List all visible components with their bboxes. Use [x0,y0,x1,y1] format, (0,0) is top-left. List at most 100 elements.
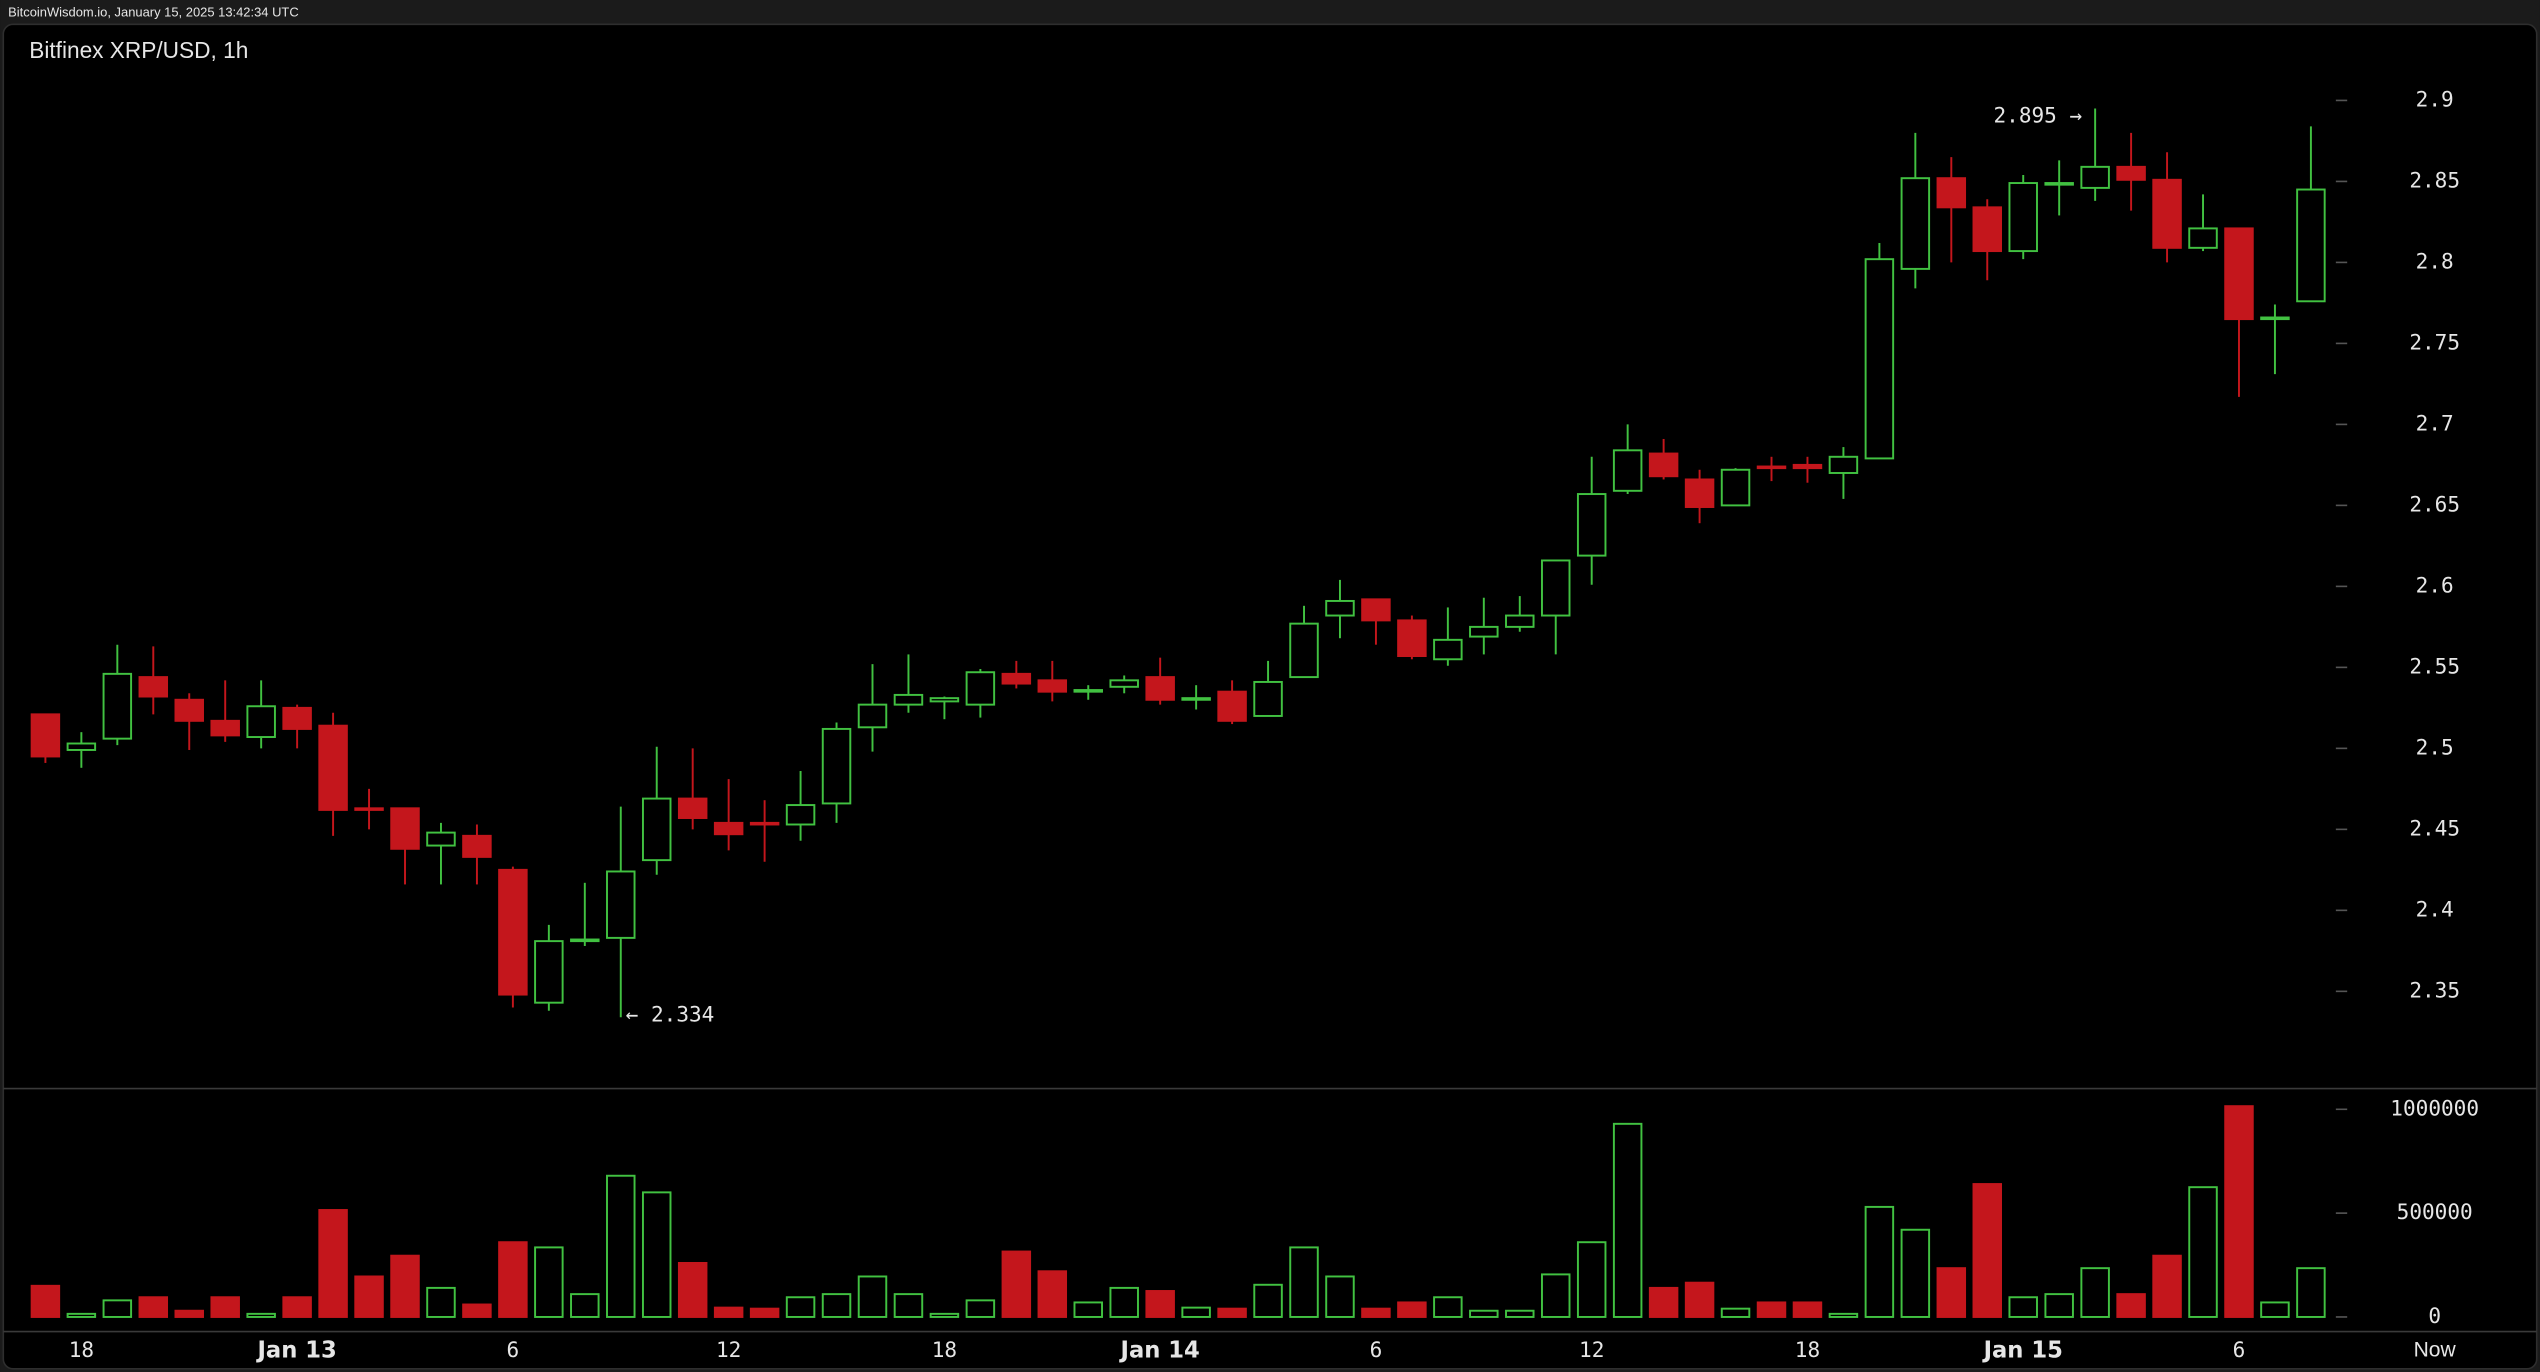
x-tick-label: 6 [507,1337,520,1362]
candle-body [1181,697,1211,701]
candle-body [66,742,97,751]
volume-bar [246,1312,276,1318]
volume-bar [1648,1286,1679,1318]
volume-bar [1540,1273,1571,1318]
candle-body [1037,679,1068,693]
volume-bar [1145,1290,1175,1318]
candle-body [606,870,636,939]
volume-bar [2188,1186,2218,1318]
candle-body [1540,559,1571,617]
y-tick-label: 2.6 [2416,572,2454,597]
candle-body [857,703,888,729]
volume-bar [318,1209,348,1318]
candle-body [641,797,672,862]
candle-body [1289,622,1319,679]
y-tick-label: 2.85 [2409,167,2460,192]
candle-body [965,671,996,706]
volume-bar [929,1312,960,1318]
candle-body [390,807,420,850]
volume-bar [462,1303,492,1318]
volume-bar [1109,1286,1139,1318]
candle-body [2260,316,2290,321]
candle-body [785,804,816,826]
volume-bar [713,1306,744,1318]
candle-body [138,676,169,698]
candle-body [1756,465,1787,470]
candle-body [246,705,276,738]
volume-bar [749,1307,780,1318]
candle-body [1792,463,1823,470]
candle-body [462,834,492,858]
volume-bar [785,1296,816,1318]
volume-bar [1217,1307,1247,1318]
candle-body [570,938,600,943]
candle-body [1612,449,1643,492]
x-tick-label: 12 [1579,1337,1604,1362]
volume-bar [1469,1309,1499,1318]
y-tick-label: 2.8 [2416,248,2454,273]
y-tick-label: 2.65 [2409,491,2460,516]
volume-tick-label: 0 [2428,1303,2441,1328]
volume-bar [1505,1309,1535,1318]
volume-bar [2260,1301,2290,1318]
volume-bar [1253,1283,1283,1318]
volume-bar [282,1296,312,1318]
volume-bar [174,1309,204,1318]
candle-body [2188,227,2218,249]
volume-tick-label: 1000000 [2390,1095,2479,1120]
x-tick-label: Jan 14 [1119,1337,1200,1363]
volume-bar [1433,1296,1463,1318]
volume-bar [1361,1307,1391,1318]
volume-bar [2080,1267,2110,1318]
volume-bar [2116,1293,2146,1318]
volume-bar [641,1191,672,1318]
volume-bar [210,1296,240,1318]
candle-body [1001,672,1032,685]
volume-bar [821,1293,852,1318]
x-tick-label: Jan 13 [255,1337,336,1363]
x-tick-label: 6 [2233,1337,2246,1362]
volume-bar [1828,1312,1859,1318]
candle-body [1864,258,1895,460]
volume-bar [857,1275,888,1318]
volume-bar [606,1174,636,1318]
candle-body [2008,182,2038,253]
candle-body [1433,638,1463,661]
candle-body [1900,177,1931,270]
volume-bar [1325,1275,1355,1318]
volume-bar [1972,1183,2003,1318]
candle-body [1253,680,1283,717]
candle-body [677,797,708,819]
y-tick-label: 2.5 [2416,734,2454,759]
candle-body [1576,493,1607,557]
x-tick-label: 18 [932,1337,957,1362]
volume-bar [498,1241,528,1318]
y-tick-label: 2.9 [2416,86,2454,111]
volume-bar [534,1246,564,1318]
candle-body [1361,598,1391,622]
candle-body [1217,690,1247,722]
volume-bar [1073,1301,1103,1318]
volume-bar [570,1293,600,1318]
candle-body [1684,478,1715,508]
volume-tick-label: 500000 [2397,1199,2473,1224]
candle-body [2116,165,2146,181]
volume-bar [426,1286,456,1318]
candle-body [102,672,133,740]
candle-body [1397,619,1427,658]
candle-body [2224,227,2254,321]
volume-bar [677,1262,708,1318]
y-tick-label: 2.4 [2416,896,2454,921]
candle-body [426,831,456,847]
y-tick-label: 2.55 [2409,653,2460,678]
now-label: Now [2414,1339,2457,1362]
candle-body [2080,165,2110,189]
volume-bar [2044,1293,2074,1318]
volume-bar [1289,1246,1319,1318]
y-tick-label: 2.35 [2409,977,2460,1002]
candle-body [1325,599,1355,617]
header: BitcoinWisdom.io, January 15, 2025 13:42… [8,4,299,19]
annotation: 2.895 → [1993,103,2082,128]
